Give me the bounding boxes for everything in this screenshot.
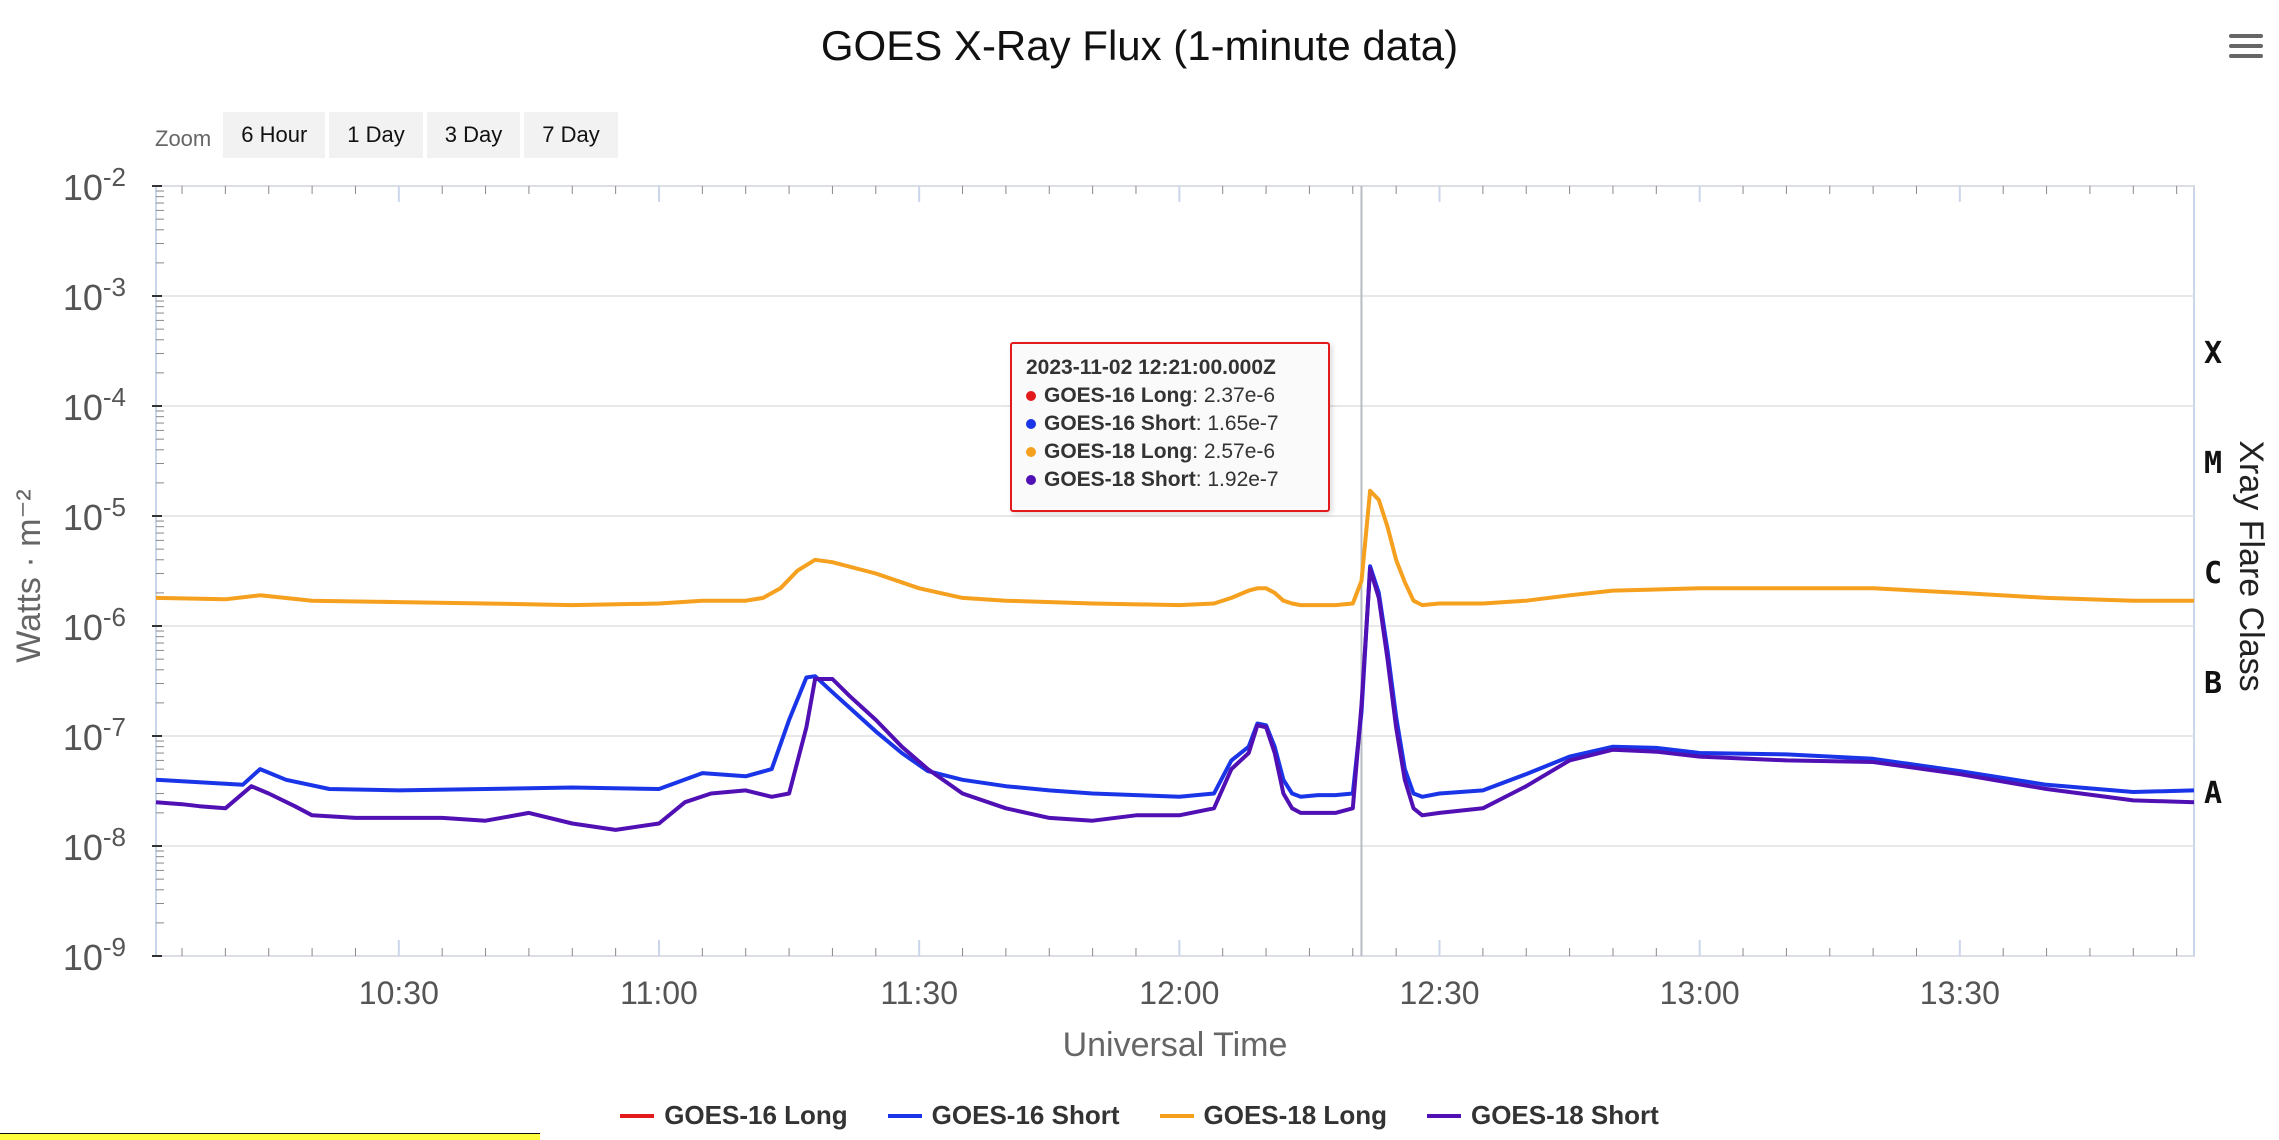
x-tick-label: 10:30 <box>359 975 439 1011</box>
dot-icon <box>1026 447 1036 458</box>
legend-item-goes18-long[interactable]: GOES-18 Long <box>1159 1100 1387 1131</box>
x-tick-label: 13:00 <box>1660 975 1740 1011</box>
y-tick-label: 10-5 <box>63 492 126 538</box>
y-tick-label: 10-9 <box>63 932 126 978</box>
flare-class-label: M <box>2204 446 2222 481</box>
zoom-bar: Zoom 6 Hour 1 Day 3 Day 7 Day <box>155 112 618 158</box>
legend-item-goes18-short[interactable]: GOES-18 Short <box>1426 1100 1659 1131</box>
y-tick-label: 10-8 <box>63 822 126 868</box>
legend-item-goes16-long[interactable]: GOES-16 Long <box>620 1100 848 1131</box>
legend: GOES-16 Long GOES-16 Short GOES-18 Long … <box>0 1100 2279 1131</box>
tooltip-row-goes16-short: GOES-16 Short: 1.65e-7 <box>1026 410 1314 438</box>
dot-icon <box>1026 419 1036 430</box>
tooltip-row-goes16-long: GOES-16 Long: 2.37e-6 <box>1026 382 1314 410</box>
x-axis-label: Universal Time <box>1063 1026 1288 1064</box>
tooltip-row-goes18-long: GOES-18 Long: 2.57e-6 <box>1026 438 1314 466</box>
zoom-6-hour-button[interactable]: 6 Hour <box>223 112 326 158</box>
x-tick-label: 11:30 <box>880 975 958 1011</box>
zoom-label: Zoom <box>155 126 212 151</box>
tooltip-row-goes18-short: GOES-18 Short: 1.92e-7 <box>1026 466 1314 494</box>
flare-class-label: B <box>2204 666 2222 701</box>
y-tick-label: 10-4 <box>63 382 126 428</box>
x-tick-label: 12:00 <box>1139 975 1219 1011</box>
y-axis-label: Watts · m⁻² <box>10 489 48 662</box>
legend-item-goes16-short[interactable]: GOES-16 Short <box>887 1100 1120 1131</box>
legend-swatch <box>1426 1113 1461 1118</box>
x-tick-label: 11:00 <box>620 975 698 1011</box>
zoom-7-day-button[interactable]: 7 Day <box>524 112 618 158</box>
flare-class-label: C <box>2204 556 2222 591</box>
navigator-scrollbar[interactable] <box>0 1133 540 1140</box>
tooltip: 2023-11-02 12:21:00.000Z GOES-16 Long: 2… <box>1010 342 1330 512</box>
chart-title: GOES X-Ray Flux (1-minute data) <box>820 22 1459 69</box>
x-tick-label: 13:30 <box>1920 975 2000 1011</box>
legend-swatch <box>1159 1113 1194 1118</box>
series-line-goes-18-long <box>155 488 2194 608</box>
zoom-3-day-button[interactable]: 3 Day <box>426 112 521 158</box>
chart-menu-button[interactable] <box>2229 34 2263 62</box>
dot-icon <box>1026 391 1036 402</box>
tooltip-header: 2023-11-02 12:21:00.000Z <box>1026 356 1276 379</box>
series-line-goes-18-short <box>155 567 2195 832</box>
hamburger-icon <box>2229 34 2263 38</box>
y-tick-label: 10-2 <box>63 162 126 208</box>
legend-swatch <box>620 1113 655 1118</box>
y-tick-label: 10-6 <box>63 602 126 648</box>
y2-axis-label: Xray Flare Class <box>2232 440 2270 691</box>
y-tick-label: 10-3 <box>63 272 126 318</box>
flare-class-label: X <box>2204 336 2222 371</box>
plot-area <box>155 185 2195 957</box>
dot-icon <box>1026 475 1036 486</box>
chart-canvas[interactable]: 10-2 10-3 10-4 10-5 10-6 10-7 10-8 10-9 10:30 11:… <box>0 0 2279 1100</box>
legend-swatch <box>887 1113 922 1118</box>
flare-class-label: A <box>2204 776 2222 811</box>
y-tick-label: 10-7 <box>63 712 126 758</box>
zoom-1-day-button[interactable]: 1 Day <box>329 112 423 158</box>
x-tick-label: 12:30 <box>1399 975 1479 1011</box>
